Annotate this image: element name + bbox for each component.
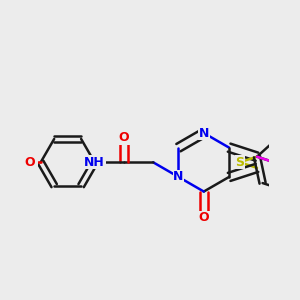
Text: O: O	[199, 212, 209, 224]
Text: N: N	[199, 127, 209, 140]
Text: NH: NH	[84, 156, 105, 169]
Text: O: O	[118, 131, 129, 144]
Text: N: N	[173, 170, 184, 183]
Text: O: O	[25, 156, 35, 169]
Text: S: S	[235, 156, 244, 169]
